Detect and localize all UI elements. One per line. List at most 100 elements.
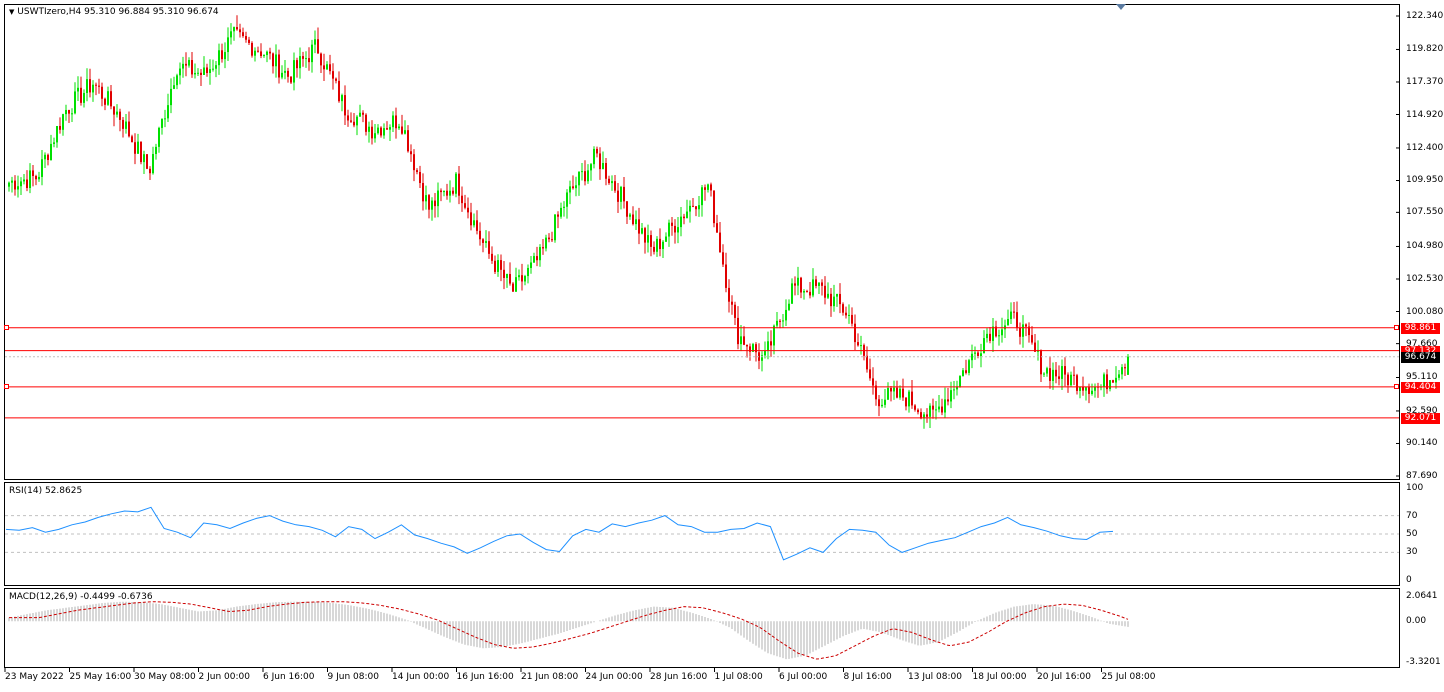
chart-shift-marker-icon[interactable] xyxy=(1116,4,1126,10)
time-tick-label: 16 Jun 16:00 xyxy=(456,672,514,682)
candle-body xyxy=(653,246,655,252)
price-tick-label: 117.370 xyxy=(1406,76,1444,87)
candle-body xyxy=(926,414,928,417)
candle-body xyxy=(287,70,289,77)
candle-body xyxy=(323,65,325,70)
candle-body xyxy=(239,29,241,33)
candle-body xyxy=(386,128,388,130)
candle-body xyxy=(356,116,358,126)
candle-body xyxy=(512,283,514,292)
candle-body xyxy=(695,206,697,210)
level-handle-left[interactable] xyxy=(4,384,9,389)
candle-body xyxy=(719,232,721,253)
candle-body xyxy=(104,98,106,105)
candle-body xyxy=(23,179,25,182)
candle-body xyxy=(218,50,220,66)
time-tick-label: 6 Jul 00:00 xyxy=(779,672,828,682)
candle-body xyxy=(401,126,403,134)
level-handle-right[interactable] xyxy=(1394,325,1399,330)
candle-body xyxy=(443,190,445,193)
candle-body xyxy=(1115,377,1117,383)
candle-body xyxy=(911,391,913,406)
current-price-tag: 96.674 xyxy=(1401,351,1440,363)
price-chart-pane[interactable] xyxy=(4,4,1400,480)
candle-body xyxy=(968,360,970,373)
candle-body xyxy=(566,192,568,207)
level-handle-right[interactable] xyxy=(1394,384,1399,389)
candle-body xyxy=(197,72,199,74)
candle-body xyxy=(698,205,700,210)
candle-body xyxy=(494,260,496,272)
candle-body xyxy=(590,164,592,171)
macd-signal-line xyxy=(9,601,1129,660)
candle-body xyxy=(410,151,412,155)
candle-body xyxy=(776,320,778,326)
candle-body xyxy=(1076,375,1078,391)
candle-body xyxy=(164,118,166,120)
candle-body xyxy=(8,182,10,187)
candle-body xyxy=(47,154,49,161)
candle-body xyxy=(617,190,619,202)
candle-body xyxy=(320,53,322,66)
candle-body xyxy=(242,32,244,37)
rsi-line xyxy=(5,506,1114,561)
candle-body xyxy=(29,170,31,189)
price-tick-label: 90.140 xyxy=(1406,438,1438,449)
level-handle-left[interactable] xyxy=(4,325,9,330)
candle-body xyxy=(893,387,895,392)
chart-menu-icon[interactable]: ▼ xyxy=(9,8,15,16)
candle-body xyxy=(1019,327,1021,337)
candle-body xyxy=(11,180,13,183)
level-price-tag: 94.404 xyxy=(1401,381,1440,393)
candle-body xyxy=(677,227,679,233)
candle-body xyxy=(113,106,115,115)
candle-body xyxy=(593,148,595,165)
candle-body xyxy=(212,68,214,70)
candle-body xyxy=(596,148,598,154)
candle-body xyxy=(269,51,271,54)
candle-body xyxy=(1094,386,1096,391)
macd-pane[interactable] xyxy=(4,588,1400,668)
time-tick-label: 18 Jul 00:00 xyxy=(972,672,1027,682)
candle-body xyxy=(908,391,910,407)
candle-body xyxy=(326,64,328,70)
candle-body xyxy=(707,184,709,190)
candle-body xyxy=(869,369,871,379)
candle-body xyxy=(764,350,766,356)
candle-body xyxy=(1088,387,1090,395)
candle-body xyxy=(743,336,745,345)
candle-body xyxy=(17,186,19,190)
candle-body xyxy=(254,50,256,56)
candle-body xyxy=(497,260,499,272)
candle-body xyxy=(464,203,466,208)
candle-body xyxy=(854,323,856,343)
candle-body xyxy=(737,317,739,345)
price-tick-label: 109.950 xyxy=(1406,175,1444,186)
candle-body xyxy=(332,71,334,79)
candle-body xyxy=(200,72,202,75)
candle-body xyxy=(611,181,613,184)
candle-body xyxy=(473,220,475,226)
candle-body xyxy=(56,125,58,143)
candle-body xyxy=(296,60,298,69)
candle-body xyxy=(1040,349,1042,375)
candle-body xyxy=(971,353,973,361)
candle-body xyxy=(638,219,640,234)
candle-body xyxy=(533,256,535,263)
candle-body xyxy=(632,214,634,225)
candle-body xyxy=(266,51,268,56)
candle-body xyxy=(605,163,607,179)
candle-body xyxy=(38,176,40,180)
candle-body xyxy=(161,118,163,128)
candle-body xyxy=(953,389,955,391)
candle-body xyxy=(530,262,532,268)
candle-body xyxy=(446,190,448,196)
candle-body xyxy=(98,85,100,87)
level-price-tag: 97.132 xyxy=(1401,345,1440,357)
candle-body xyxy=(383,128,385,136)
candle-body xyxy=(431,200,433,210)
candle-body xyxy=(935,409,937,411)
candle-body xyxy=(1070,374,1072,386)
time-tick-label: 1 Jul 08:00 xyxy=(714,672,763,682)
candle-body xyxy=(470,212,472,226)
